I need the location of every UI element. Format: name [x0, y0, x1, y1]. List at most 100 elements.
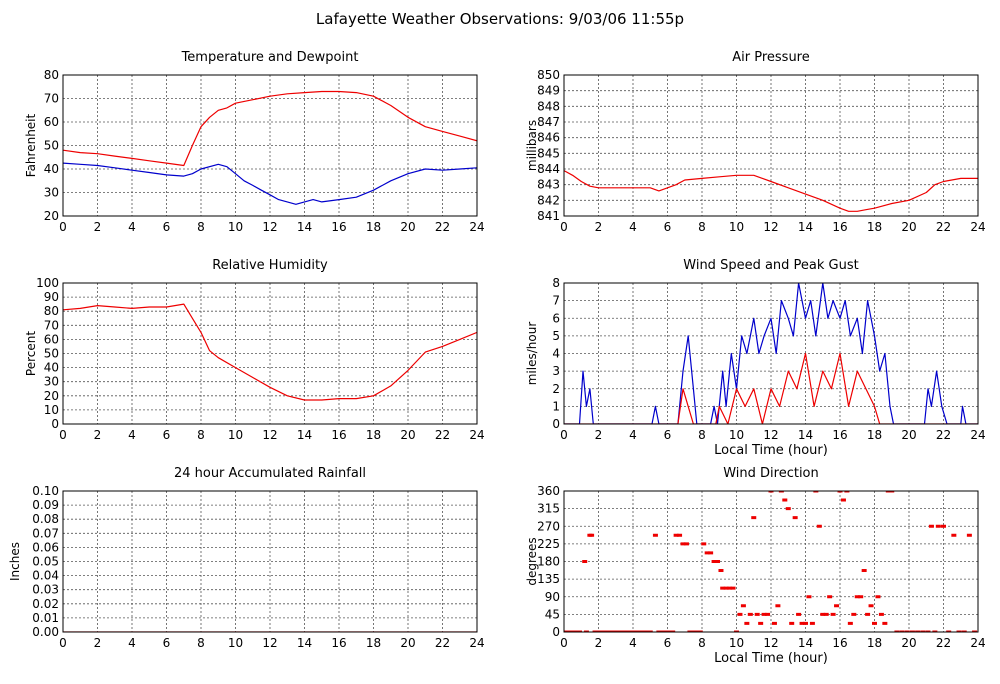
- direction-point: [920, 630, 926, 632]
- x-tick-label: 16: [832, 428, 847, 442]
- x-tick-label: 10: [729, 636, 744, 650]
- direction-point: [837, 491, 843, 493]
- direction-point: [737, 612, 743, 616]
- y-tick-label: 360: [537, 484, 560, 498]
- direction-point: [858, 595, 864, 599]
- x-tick-label: 6: [163, 428, 171, 442]
- y-tick-label: 0.05: [32, 555, 59, 569]
- x-tick-label: 4: [629, 428, 637, 442]
- y-tick-label: 847: [537, 115, 560, 129]
- y-tick-label: 3: [552, 364, 560, 378]
- y-tick-label: 70: [44, 92, 59, 106]
- direction-point: [840, 498, 846, 502]
- y-tick-label: 0.07: [32, 526, 59, 540]
- y-tick-label: 846: [537, 131, 560, 145]
- series-line-red: [564, 170, 978, 212]
- x-tick-label: 14: [297, 428, 312, 442]
- direction-point: [809, 621, 815, 625]
- series-line-blue: [63, 162, 477, 205]
- direction-point: [583, 630, 589, 632]
- y-tick-label: 60: [44, 115, 59, 129]
- direction-point: [637, 630, 643, 632]
- direction-point: [935, 524, 941, 528]
- y-tick-label: 1: [552, 399, 560, 413]
- x-tick-label: 6: [163, 220, 171, 234]
- direction-point: [925, 630, 931, 632]
- x-tick-label: 20: [901, 428, 916, 442]
- direction-point: [711, 560, 717, 563]
- y-tick-label: 0.04: [32, 569, 59, 583]
- y-tick-label: 842: [537, 193, 560, 207]
- direction-point: [720, 586, 726, 590]
- x-tick-label: 6: [664, 636, 672, 650]
- y-tick-label: 40: [44, 162, 59, 176]
- y-tick-label: 80: [44, 68, 59, 82]
- x-tick-label: 12: [262, 220, 277, 234]
- y-tick-label: 80: [44, 304, 59, 318]
- direction-point: [827, 595, 833, 599]
- direction-point: [659, 630, 665, 632]
- x-tick-label: 10: [228, 636, 243, 650]
- direction-point: [723, 586, 729, 590]
- direction-point: [599, 630, 605, 632]
- direction-point: [652, 533, 658, 537]
- x-tick-label: 2: [595, 220, 603, 234]
- direction-point: [966, 533, 972, 537]
- direction-point: [596, 630, 601, 632]
- direction-point: [564, 630, 569, 632]
- x-axis-label: Local Time (hour): [714, 443, 828, 458]
- x-tick-label: 4: [128, 220, 136, 234]
- direction-point: [744, 621, 750, 625]
- x-tick-label: 18: [867, 428, 882, 442]
- x-tick-label: 18: [366, 220, 381, 234]
- y-tick-label: 0: [552, 625, 560, 639]
- direction-point: [566, 630, 572, 632]
- x-tick-label: 24: [469, 220, 484, 234]
- direction-point: [606, 630, 612, 632]
- direction-point: [613, 630, 619, 632]
- y-tick-label: 0.00: [32, 625, 59, 639]
- direction-point: [620, 630, 626, 632]
- x-tick-label: 18: [366, 428, 381, 442]
- x-tick-label: 0: [560, 636, 568, 650]
- y-tick-label: 315: [537, 502, 560, 516]
- y-tick-label: 30: [44, 375, 59, 389]
- direction-point: [771, 621, 777, 625]
- series-line-blue: [564, 283, 978, 424]
- y-tick-label: 225: [537, 537, 560, 551]
- y-tick-label: 0.10: [32, 484, 59, 498]
- direction-point: [789, 621, 795, 625]
- x-tick-label: 2: [595, 428, 603, 442]
- x-tick-label: 14: [798, 636, 813, 650]
- series-line-red: [564, 352, 978, 424]
- direction-point: [792, 516, 798, 520]
- x-tick-label: 0: [59, 636, 67, 650]
- direction-point: [796, 612, 802, 616]
- y-tick-label: 60: [44, 332, 59, 346]
- direction-point: [740, 604, 746, 608]
- x-tick-label: 12: [763, 636, 778, 650]
- x-tick-label: 14: [798, 428, 813, 442]
- direction-point: [616, 630, 622, 632]
- y-tick-label: 0: [552, 417, 560, 431]
- x-tick-label: 14: [297, 636, 312, 650]
- y-tick-label: 850: [537, 68, 560, 82]
- direction-point: [775, 604, 781, 608]
- plot-frame: [563, 74, 979, 217]
- y-axis-label: degrees: [525, 537, 539, 585]
- x-tick-label: 16: [331, 428, 346, 442]
- x-tick-label: 16: [331, 220, 346, 234]
- plot-area: [63, 90, 477, 205]
- direction-point: [582, 560, 588, 563]
- x-tick-label: 0: [560, 220, 568, 234]
- direction-point: [708, 551, 714, 555]
- direction-point: [592, 630, 598, 632]
- y-tick-label: 848: [537, 99, 560, 113]
- x-tick-label: 24: [469, 636, 484, 650]
- direction-point: [765, 612, 771, 616]
- direction-point: [570, 630, 576, 632]
- plot-frame: [62, 490, 478, 633]
